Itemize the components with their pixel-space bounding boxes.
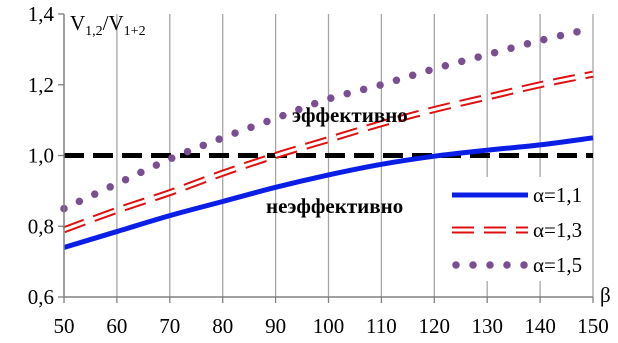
legend-label: α=1,1 (533, 183, 582, 207)
series-layer (60, 24, 597, 250)
x-tick-label: 130 (471, 314, 503, 338)
tick-labels: 0,6 0,8 1,0 1,2 1,4 50 60 70 80 90 100 110 120 130 140… (28, 2, 609, 338)
series-line-solid (63, 135, 594, 250)
x-tick-label: 150 (577, 314, 609, 338)
y-tick-label: 1,0 (28, 144, 54, 168)
x-tick-label: 70 (159, 314, 180, 338)
axes (58, 13, 594, 303)
y-axis-title-main: V (70, 11, 85, 35)
annotation-effective: эффективно (292, 103, 408, 127)
legend-label: α=1,5 (533, 253, 582, 277)
y-tick-label: 1,4 (28, 2, 55, 26)
x-tick-label: 50 (54, 314, 75, 338)
y-axis-title-sub1: 1,2 (85, 24, 103, 39)
y-axis-title-sep: /V (103, 11, 124, 35)
x-tick-label: 100 (313, 314, 345, 338)
x-tick-label: 90 (265, 314, 286, 338)
annotation-ineffective: неэффективно (266, 194, 403, 218)
x-axis-title: β (600, 283, 611, 307)
y-tick-label: 1,2 (28, 73, 54, 97)
series-line-dashed-inner (63, 72, 594, 232)
x-tick-label: 60 (106, 314, 127, 338)
x-tick-label: 140 (524, 314, 556, 338)
x-tick-label: 120 (419, 314, 451, 338)
x-tick-label: 110 (366, 314, 397, 338)
legend: α=1,1 α=1,3 α=1,5 (446, 177, 592, 281)
series-line-dotted (60, 24, 597, 213)
y-tick-label: 0,8 (28, 214, 54, 238)
legend-label: α=1,3 (533, 218, 582, 242)
y-axis-title-sub2: 1+2 (124, 24, 146, 39)
x-tick-label: 80 (212, 314, 233, 338)
y-axis-title: V1,2/V1+2 (70, 11, 146, 39)
y-tick-label: 0,6 (28, 285, 54, 309)
